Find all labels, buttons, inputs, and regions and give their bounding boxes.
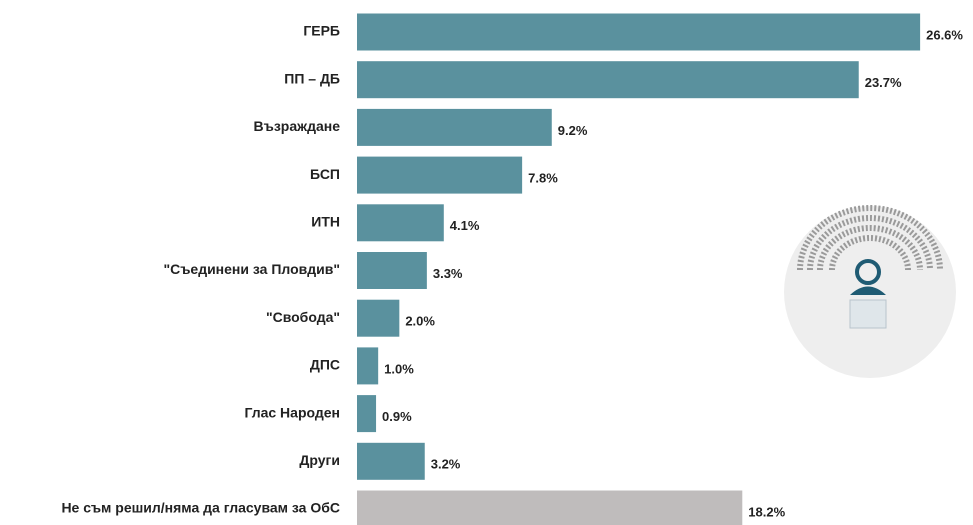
category-label: ИТН	[311, 214, 340, 230]
category-label: Глас Народен	[244, 404, 340, 420]
value-label: 26.6%	[926, 27, 963, 42]
page: ГЕРБ 26.6% ПП – ДБ 23.7% Възраждане 9.2% БСП 7.…	[0, 0, 973, 525]
category-label: Не съм решил/няма да гласувам за ОбС	[61, 500, 340, 516]
bar	[357, 109, 552, 146]
category-label: ДПС	[310, 357, 340, 373]
value-label: 23.7%	[865, 75, 902, 90]
value-label: 18.2%	[748, 504, 785, 519]
bar	[357, 61, 859, 98]
value-label: 3.2%	[431, 457, 461, 472]
value-label: 3.3%	[433, 266, 463, 281]
bar	[357, 395, 376, 432]
bar	[357, 491, 742, 525]
value-label: 1.0%	[384, 361, 414, 376]
category-label: "Съединени за Пловдив"	[163, 261, 340, 277]
category-label: Други	[299, 452, 340, 468]
decoration-icon	[784, 206, 956, 378]
bar	[357, 14, 920, 51]
bar	[357, 204, 444, 241]
bar	[357, 300, 399, 337]
category-label: Възраждане	[254, 118, 341, 134]
bar	[357, 252, 427, 289]
chart: ГЕРБ 26.6% ПП – ДБ 23.7% Възраждане 9.2% БСП 7.…	[0, 0, 973, 525]
value-label: 4.1%	[450, 218, 480, 233]
bar	[357, 157, 522, 194]
category-label: ГЕРБ	[303, 23, 340, 39]
value-label: 2.0%	[405, 314, 435, 329]
bar	[357, 443, 425, 480]
category-label: БСП	[310, 166, 340, 182]
category-label: ПП – ДБ	[284, 70, 340, 86]
value-label: 0.9%	[382, 409, 412, 424]
value-label: 9.2%	[558, 123, 588, 138]
category-label: "Свобода"	[266, 309, 340, 325]
value-label: 7.8%	[528, 171, 558, 186]
bar	[357, 347, 378, 384]
